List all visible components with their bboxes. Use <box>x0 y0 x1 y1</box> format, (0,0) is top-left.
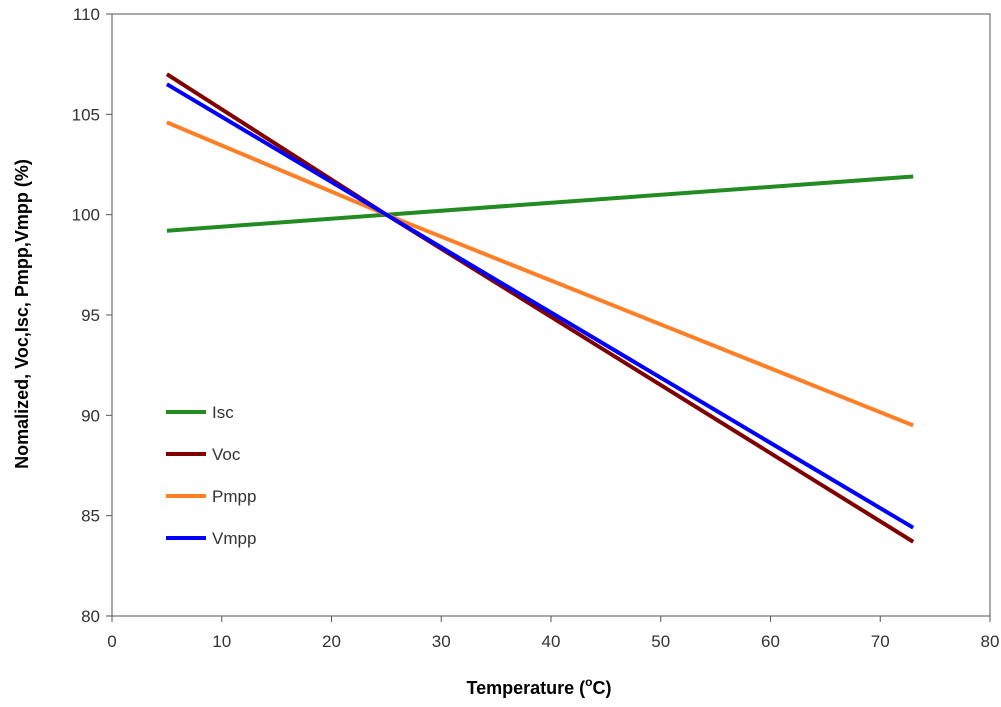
x-tick-label: 40 <box>542 632 561 651</box>
legend-item-pmpp: Pmpp <box>166 487 256 506</box>
legend: Isc Voc Pmpp Vmpp <box>166 403 256 548</box>
x-tick-label: 70 <box>871 632 890 651</box>
axis-ticks: 0 10 20 30 40 50 60 70 80 80 85 90 95 100 105 110 <box>72 5 1000 651</box>
y-tick-label: 100 <box>72 206 100 225</box>
series-lines <box>165 72 915 544</box>
y-tick-label: 105 <box>72 105 100 124</box>
x-axis-title-main: Temperature ( <box>466 678 585 698</box>
x-tick-label: 60 <box>761 632 780 651</box>
y-tick-label: 80 <box>81 607 100 626</box>
legend-label: Isc <box>212 403 234 422</box>
series-line-vmpp <box>165 82 915 530</box>
x-tick-label: 30 <box>432 632 451 651</box>
x-tick-label: 80 <box>981 632 1000 651</box>
x-tick-label: 10 <box>212 632 231 651</box>
x-tick-label: 0 <box>107 632 116 651</box>
legend-item-vmpp: Vmpp <box>166 529 256 548</box>
legend-item-isc: Isc <box>166 403 234 422</box>
x-axis-title-tail: C) <box>593 678 612 698</box>
y-tick-label: 85 <box>81 507 100 526</box>
legend-label: Voc <box>212 445 241 464</box>
x-tick-label: 20 <box>322 632 341 651</box>
legend-label: Pmpp <box>212 487 256 506</box>
x-axis-title-superscript: o <box>585 675 592 689</box>
y-tick-label: 90 <box>81 406 100 425</box>
y-axis-title: Nomalized, Voc,Isc, Pmpp,Vmpp (%) <box>12 159 32 469</box>
legend-item-voc: Voc <box>166 445 241 464</box>
y-tick-label: 110 <box>73 5 100 24</box>
legend-label: Vmpp <box>212 529 256 548</box>
x-tick-label: 50 <box>651 632 670 651</box>
x-axis-title: Temperature (oC) <box>466 675 611 698</box>
y-tick-label: 95 <box>81 306 100 325</box>
